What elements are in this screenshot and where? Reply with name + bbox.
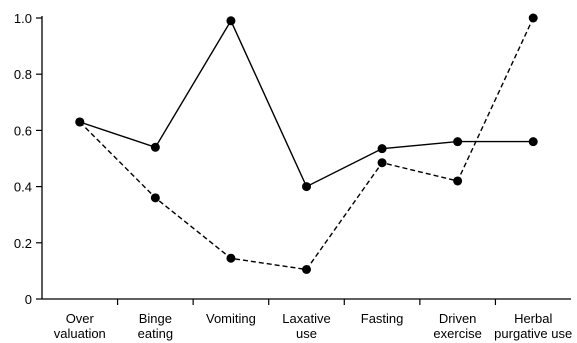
data-point-solid (302, 182, 311, 192)
data-point-dashed (377, 158, 387, 168)
data-point-dashed (75, 117, 85, 127)
y-tick-label: 0.8 (14, 67, 32, 82)
data-point-dashed (150, 193, 160, 203)
x-category-label: Over valuation (54, 311, 106, 341)
series-layer (75, 13, 538, 274)
series-line-dashed (79, 17, 534, 271)
data-point-solid (226, 16, 236, 26)
data-point-solid (377, 144, 387, 154)
axes (36, 16, 571, 305)
series-line-solid (79, 19, 534, 188)
y-tick-label: 0.4 (14, 180, 32, 195)
y-tick-label: 0.6 (14, 123, 32, 138)
x-category-label: Vomiting (206, 311, 256, 326)
y-tick-label: 0 (25, 292, 32, 307)
data-point-solid (528, 137, 538, 147)
data-point-dashed (302, 264, 311, 274)
x-category-label: Laxative use (282, 311, 330, 341)
y-tick-label: 1.0 (14, 11, 32, 26)
data-point-dashed (226, 253, 236, 263)
data-point-solid (453, 137, 463, 147)
x-category-label: Fasting (361, 311, 404, 326)
data-point-solid (150, 142, 160, 152)
x-category-label: Driven exercise (433, 311, 481, 341)
x-category-label: Binge eating (138, 311, 173, 341)
y-tick-label: 0.2 (14, 236, 32, 251)
data-point-dashed (453, 176, 463, 186)
data-point-dashed (528, 13, 538, 23)
x-category-label: Herbal purgative use (494, 311, 572, 341)
axis-labels: 0 0.2 0.4 0.6 0.8 1.0 Over valuation Binge eating… (14, 11, 572, 341)
